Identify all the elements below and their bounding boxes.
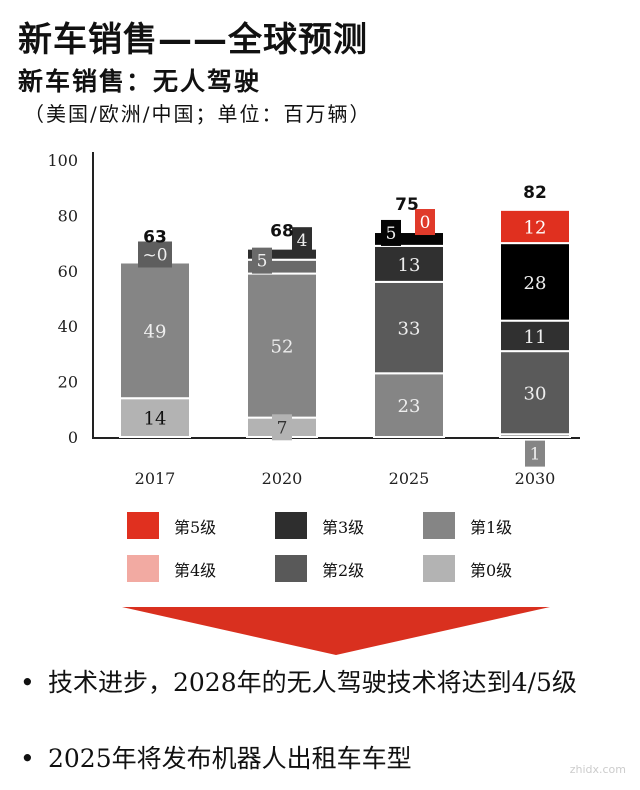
data-label: 11 — [524, 327, 547, 348]
y-tick-label: 40 — [58, 317, 78, 336]
data-label: 33 — [398, 319, 421, 340]
total-label: 82 — [523, 183, 547, 203]
bar-segment — [119, 397, 191, 438]
y-tick-label: 20 — [58, 373, 78, 392]
y-tick-label: 100 — [47, 151, 78, 170]
bar-segment — [373, 372, 445, 439]
bar-segment — [499, 350, 571, 436]
bar-segment — [499, 208, 571, 245]
y-tick-label: 60 — [58, 262, 78, 281]
legend-item: 第4级 — [127, 555, 275, 582]
bar-segment — [373, 280, 445, 375]
x-tick-label: 2017 — [135, 469, 176, 488]
x-tick-label: 2020 — [262, 469, 303, 488]
legend-swatch — [275, 512, 307, 539]
data-label: 52 — [271, 337, 294, 358]
stacked-bar-chart: 02040608010020171449~0632020527546820252… — [47, 151, 580, 488]
bullet-icon: • — [20, 744, 35, 773]
data-label: 23 — [398, 396, 421, 417]
data-label: 13 — [398, 255, 421, 276]
total-label: 63 — [143, 227, 167, 247]
data-label: 12 — [524, 217, 547, 238]
legend-swatch — [127, 512, 159, 539]
data-label: ~0 — [142, 245, 167, 265]
legend-swatch — [275, 555, 307, 582]
x-tick-label: 2025 — [389, 469, 430, 488]
chart-title: 新车销售：无人驾驶 — [18, 67, 262, 96]
watermark: ​zhidx.com — [569, 763, 626, 776]
bar-segment — [119, 261, 191, 400]
total-label: 75 — [395, 195, 419, 215]
y-tick-label: 80 — [58, 206, 78, 225]
legend-item: 第2级 — [275, 555, 423, 582]
data-label: 4 — [297, 231, 308, 251]
y-tick-label: 0 — [68, 428, 78, 447]
legend-swatch — [423, 555, 455, 582]
legend-swatch — [423, 512, 455, 539]
legend-label: 第0级 — [470, 560, 513, 580]
data-label: 49 — [144, 321, 167, 342]
legend-item: 第5级 — [127, 512, 275, 539]
data-label-box — [272, 414, 292, 441]
data-label: 5 — [257, 252, 268, 272]
bar-segment — [246, 272, 318, 419]
x-tick-label: 2030 — [515, 469, 556, 488]
legend-item: 第1级 — [423, 512, 553, 539]
data-label: 14 — [144, 409, 167, 430]
legend-item: 第0级 — [423, 555, 553, 582]
data-label-box — [415, 209, 435, 236]
data-label: 28 — [524, 273, 547, 294]
total-label: 68 — [270, 222, 294, 242]
legend-label: 第4级 — [174, 560, 217, 580]
data-label: 1 — [530, 445, 541, 465]
data-label: 0 — [420, 213, 431, 233]
chart-unit-note: （美国/欧洲/中国；单位：百万辆） — [24, 102, 372, 126]
bar-segment — [246, 247, 318, 261]
legend-label: 第5级 — [174, 517, 217, 537]
down-arrow-icon — [122, 607, 550, 655]
data-label: 7 — [277, 418, 288, 438]
page-title: 新车销售——全球预测 — [18, 20, 368, 60]
legend-swatch — [127, 555, 159, 582]
bar-segment — [499, 242, 571, 322]
data-label-box — [138, 241, 172, 268]
data-label-box — [292, 227, 312, 254]
legend-label: 第1级 — [470, 517, 513, 537]
data-label-box — [381, 219, 401, 246]
legend-label: 第3级 — [322, 517, 365, 537]
bullet-icon: • — [20, 668, 35, 697]
data-label: 30 — [524, 384, 547, 405]
data-label-box — [252, 247, 272, 274]
data-label-box — [525, 440, 545, 467]
data-label: 5 — [386, 224, 397, 244]
legend-label: 第2级 — [322, 560, 365, 580]
legend: 第5级 第3级 第1级第4级 第2级 第0级 — [127, 512, 547, 582]
legend-item: 第3级 — [275, 512, 423, 539]
